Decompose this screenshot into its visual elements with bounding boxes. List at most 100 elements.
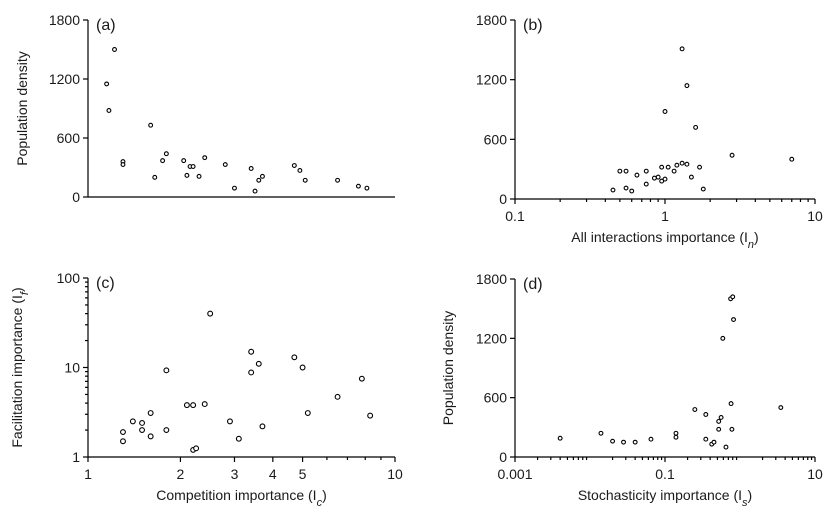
x-axis-label-tail: ) [322,487,327,503]
data-point [648,436,654,442]
y-tick-label: 1800 [476,12,507,28]
x-axis-label: All interactions importance (In) [571,229,758,251]
data-point [291,354,298,361]
y-tick-label: 600 [57,130,81,146]
data-point [700,186,706,192]
data-point [335,177,341,183]
panel-c: 1 10 100 1 2 3 4 5 10 (c) Facilitation importance … [9,270,403,509]
data-point [129,418,136,425]
y-axis-label-text: Population density [14,51,30,165]
data-point [248,166,254,171]
data-point [358,375,365,382]
data-point [181,158,187,164]
data-point [235,435,242,442]
x-tick-label: 10 [387,466,403,482]
data-point [201,401,208,408]
y-tick-label: 1200 [476,330,507,346]
data-point [673,430,679,436]
data-point [160,158,166,164]
x-tick-label: 1 [661,208,669,224]
x-axis-label-sub: c [317,497,323,509]
data-point [688,174,694,180]
panel-a: 0 600 1200 1800 (a) Population density [14,12,395,205]
data-point [731,317,736,322]
data-point [703,436,709,442]
data-point [729,426,735,432]
data-point [679,160,685,166]
data-point [355,183,361,189]
data-point [623,168,629,174]
data-point [679,46,685,52]
data-point [255,360,262,367]
x-tick-label: 0.1 [505,208,525,224]
panel-label: (b) [523,17,543,34]
data-point [163,367,170,374]
data-point [256,177,262,183]
y-tick-label: 600 [484,131,508,147]
data-point [248,348,255,355]
x-axis-label-text: All interactions importance (I [571,229,748,245]
data-point [139,427,146,434]
data-point [728,401,734,407]
data-point [711,439,717,445]
data-point [334,393,341,400]
data-point [202,155,208,161]
x-axis-label-text: Stochasticity importance (I [578,487,742,503]
x-axis-label-tail: ) [748,487,753,503]
x-tick-label: 0.1 [655,466,675,482]
y-tick-label: 0 [499,449,507,465]
y-tick-label: 0 [72,189,80,205]
data-point [190,402,197,409]
data-point [259,173,265,179]
x-axis-label-tail: ) [754,229,759,245]
data-point [297,168,303,173]
data-point [106,108,112,113]
data-point [697,164,703,170]
y-tick-label: 1200 [49,71,80,87]
y-axis-label: Population density [440,311,456,425]
data-point [299,364,306,371]
data-point [184,172,190,178]
panel-b: 0 600 1200 1800 0.1 1 10 (b) All interactions im… [476,12,823,251]
data-point [139,420,146,426]
data-point [610,187,616,193]
data-point [120,429,126,436]
x-tick-label: 5 [299,466,307,482]
data-point [232,185,237,191]
data-point [634,172,640,178]
x-axis-label: Competition importance (Ic) [156,487,326,509]
data-point [367,412,374,419]
data-point [610,438,616,444]
data-point [723,444,729,450]
data-point [598,430,604,436]
data-point [643,168,649,174]
x-axis-label: Stochasticity importance (Is) [578,487,752,509]
data-point [632,439,638,445]
data-point [364,185,370,191]
data-point [673,434,679,440]
data-point [183,402,190,409]
data-point [621,439,626,445]
y-tick-label: 0 [499,191,507,207]
data-point [557,435,563,441]
data-point [196,173,202,179]
x-axis-label-sub: n [748,239,754,251]
data-point [659,178,665,184]
panel-label: (c) [96,275,115,292]
y-tick-label: 1 [72,449,80,465]
data-point [729,152,735,158]
data-point [716,426,722,432]
data-point [120,438,126,445]
y-axis-label-sub: f [19,291,31,295]
panel-d: 0 600 1200 1800 0.001 0.1 10 (d) Population dens… [440,271,823,509]
data-point [190,164,196,169]
data-point [730,294,736,300]
data-point [617,168,623,174]
data-point [291,163,297,168]
data-point [147,433,154,440]
y-tick-label: 1800 [476,271,507,287]
data-point [659,164,665,170]
x-tick-label: 10 [807,208,823,224]
data-point [207,310,214,317]
data-point [227,418,233,425]
